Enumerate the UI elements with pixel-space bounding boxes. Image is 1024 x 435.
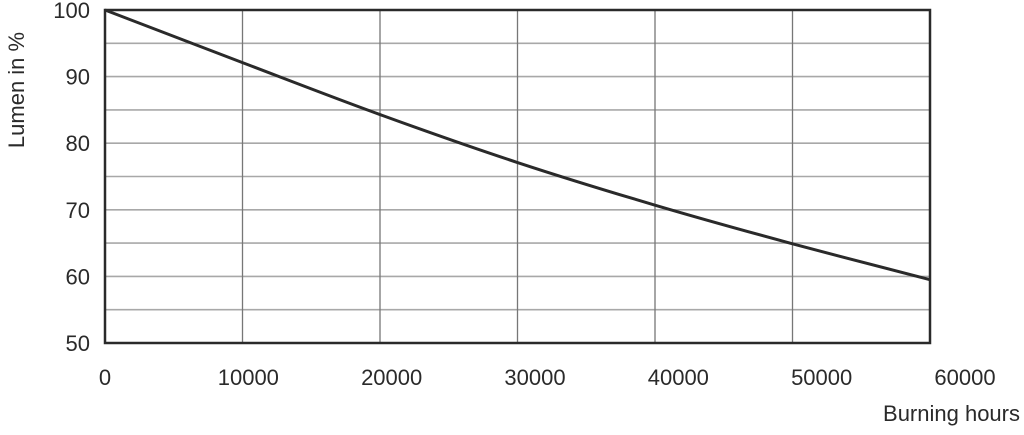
- x-tick-label: 10000: [218, 365, 279, 390]
- y-tick-label: 60: [66, 264, 90, 289]
- y-axis-ticks: 50 60 70 80 90 100: [53, 0, 90, 356]
- x-tick-label: 60000: [934, 365, 995, 390]
- x-tick-label: 30000: [504, 365, 565, 390]
- x-tick-label: 40000: [648, 365, 709, 390]
- x-tick-label: 0: [99, 365, 111, 390]
- y-tick-label: 90: [66, 65, 90, 90]
- y-tick-label: 70: [66, 198, 90, 223]
- x-axis-label: Burning hours: [883, 401, 1020, 426]
- x-tick-label: 50000: [791, 365, 852, 390]
- x-tick-label: 20000: [361, 365, 422, 390]
- y-tick-label: 80: [66, 131, 90, 156]
- grid: [105, 10, 930, 343]
- y-tick-label: 50: [66, 331, 90, 356]
- y-axis-label: Lumen in %: [4, 32, 29, 148]
- x-axis-ticks: 0 10000 20000 30000 40000 50000 60000: [99, 365, 996, 390]
- y-tick-label: 100: [53, 0, 90, 23]
